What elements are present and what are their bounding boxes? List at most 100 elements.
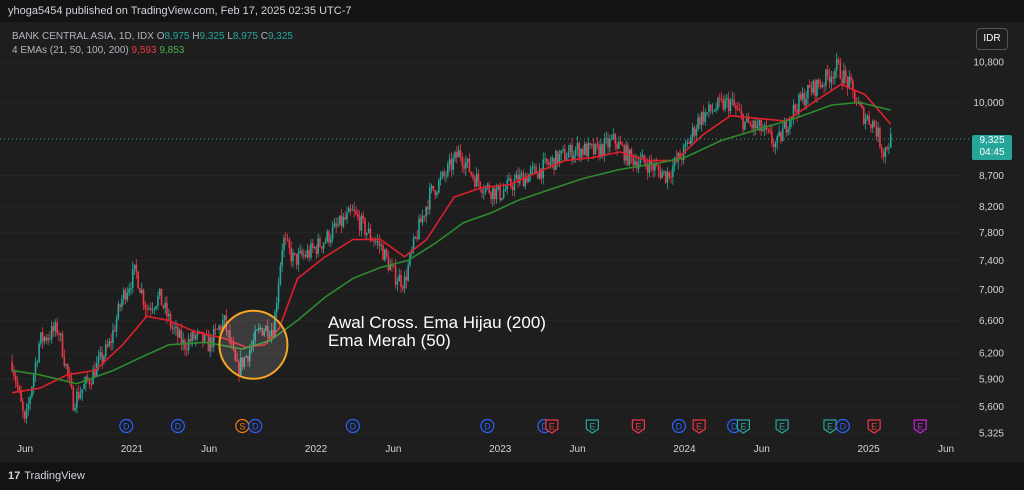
candle-body [610, 138, 613, 140]
candle-body [38, 343, 40, 362]
candle-body [54, 322, 57, 332]
candle-body [880, 147, 883, 153]
candle-body [454, 152, 456, 159]
candle-body [859, 102, 861, 106]
candle-body [598, 144, 600, 158]
candle-body [328, 231, 330, 243]
candle-body [20, 390, 22, 402]
candle-body [385, 249, 388, 257]
event-label: D [350, 422, 357, 432]
candle-body [711, 110, 714, 112]
candle-body [499, 184, 501, 200]
candle-body [230, 343, 233, 344]
candle-body [234, 349, 237, 361]
candle-body [585, 143, 588, 157]
symbol-label: BANK CENTRAL ASIA, 1D, IDX [12, 31, 154, 42]
candle-body [277, 283, 280, 303]
candle-body [666, 172, 669, 183]
earnings-icon [692, 419, 706, 434]
candle-body [418, 218, 420, 240]
candle-body [871, 120, 874, 129]
event-label: D [840, 422, 847, 432]
candle-body [396, 281, 399, 285]
candle-body [670, 176, 672, 178]
candle-body [702, 112, 705, 123]
earnings-icon [631, 419, 645, 434]
candle-body [875, 126, 878, 137]
candle-body [848, 76, 851, 89]
candle-body [403, 276, 406, 289]
candle-body [531, 166, 534, 170]
candle-body [540, 168, 543, 179]
candle-body [221, 319, 224, 330]
candle-body [158, 288, 161, 296]
candle-body [405, 276, 408, 281]
dividend-icon [119, 418, 134, 434]
event-label: E [740, 422, 746, 432]
candle-body [331, 227, 334, 240]
candle-body [457, 150, 460, 158]
candle-body [744, 121, 746, 130]
event-label: D [484, 422, 491, 432]
event-label: D [252, 422, 259, 432]
event-label: D [676, 422, 683, 432]
candle-body [256, 330, 258, 331]
candle-body [650, 159, 653, 166]
candle-body [780, 131, 782, 142]
earnings-marker: E [631, 419, 645, 434]
earnings-marker: E [913, 419, 927, 434]
candle-body [565, 157, 568, 161]
dividend-marker: D [480, 418, 495, 434]
candle-body [767, 129, 770, 131]
ohlc-open-label: O [156, 31, 165, 42]
candle-body [366, 232, 368, 235]
ema-label: 4 EMAs (21, 50, 100, 200) [12, 45, 129, 56]
candle-body [841, 78, 843, 84]
candle-body [686, 142, 689, 144]
candle-body [178, 330, 181, 338]
candle-body [632, 155, 635, 166]
candle-body [837, 59, 840, 62]
candle-body [252, 340, 255, 346]
candle-body [375, 241, 377, 243]
bar-countdown: 04:45 [979, 147, 1005, 158]
earnings-marker: E [775, 419, 789, 434]
candle-body [126, 292, 129, 300]
candle-body [191, 332, 193, 342]
currency-button[interactable]: IDR [976, 28, 1008, 50]
candle-body [517, 174, 519, 183]
candle-body [16, 381, 19, 387]
candle-body [448, 159, 451, 165]
candle-body [713, 110, 716, 112]
candle-body [828, 75, 831, 83]
event-label: E [779, 422, 785, 432]
candle-body [592, 144, 595, 155]
tradingview-logo[interactable]: 17 TradingView [8, 470, 85, 482]
candle-body [43, 337, 46, 342]
candle-body [468, 158, 471, 173]
candle-body [445, 175, 447, 177]
candle-body [821, 84, 824, 87]
candle-body [850, 76, 852, 81]
candle-body [555, 151, 557, 170]
candle-body [511, 187, 514, 190]
candle-body [288, 239, 291, 248]
dividend-marker: D [345, 418, 360, 434]
candle-body [823, 84, 825, 86]
candle-body [466, 158, 469, 163]
candle-body [758, 120, 761, 126]
candle-body [223, 315, 226, 320]
candle-body [576, 143, 579, 150]
earnings-icon [867, 419, 881, 434]
candle-body [700, 112, 703, 125]
candle-body [646, 165, 649, 173]
candle-body [40, 332, 42, 344]
y-tick-label: 10,000 [973, 98, 1004, 109]
event-label: D [123, 422, 130, 432]
y-tick-label: 6,200 [979, 349, 1004, 360]
candle-body [67, 364, 69, 375]
candle-body [333, 223, 336, 228]
candle-body [778, 131, 780, 136]
earnings-marker: E [585, 419, 599, 434]
